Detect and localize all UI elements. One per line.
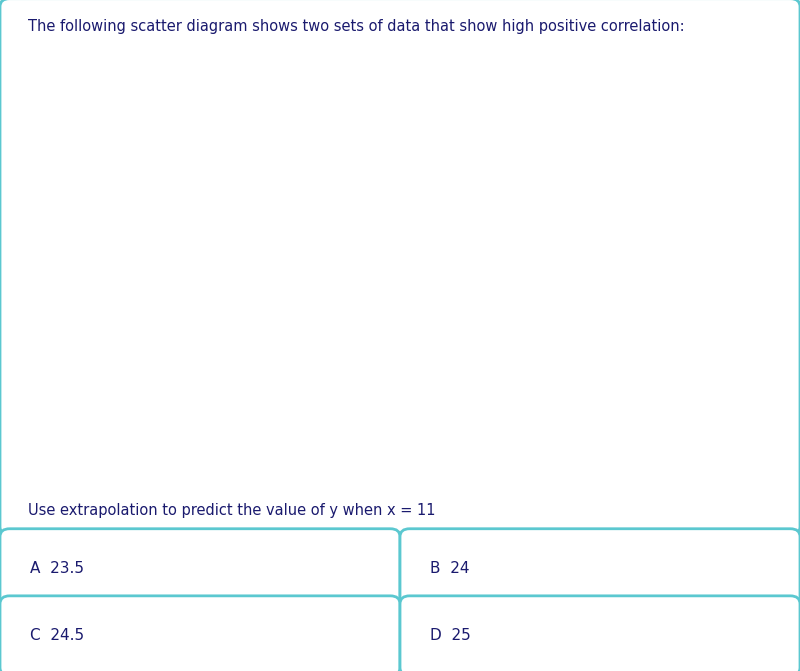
Text: The following scatter diagram shows two sets of data that show high positive cor: The following scatter diagram shows two … <box>28 19 685 34</box>
Text: Use extrapolation to predict the value of y when x = 11: Use extrapolation to predict the value o… <box>28 503 435 518</box>
Text: C  24.5: C 24.5 <box>30 628 84 643</box>
Text: D  25: D 25 <box>430 628 470 643</box>
Point <box>382 173 394 184</box>
Point <box>182 338 194 349</box>
Point <box>462 104 474 115</box>
Point <box>142 372 154 383</box>
Point <box>262 277 274 288</box>
Point <box>422 121 434 132</box>
Point <box>102 416 114 427</box>
Text: B  24: B 24 <box>430 561 469 576</box>
Text: A  23.5: A 23.5 <box>30 561 84 576</box>
Point <box>302 225 314 236</box>
